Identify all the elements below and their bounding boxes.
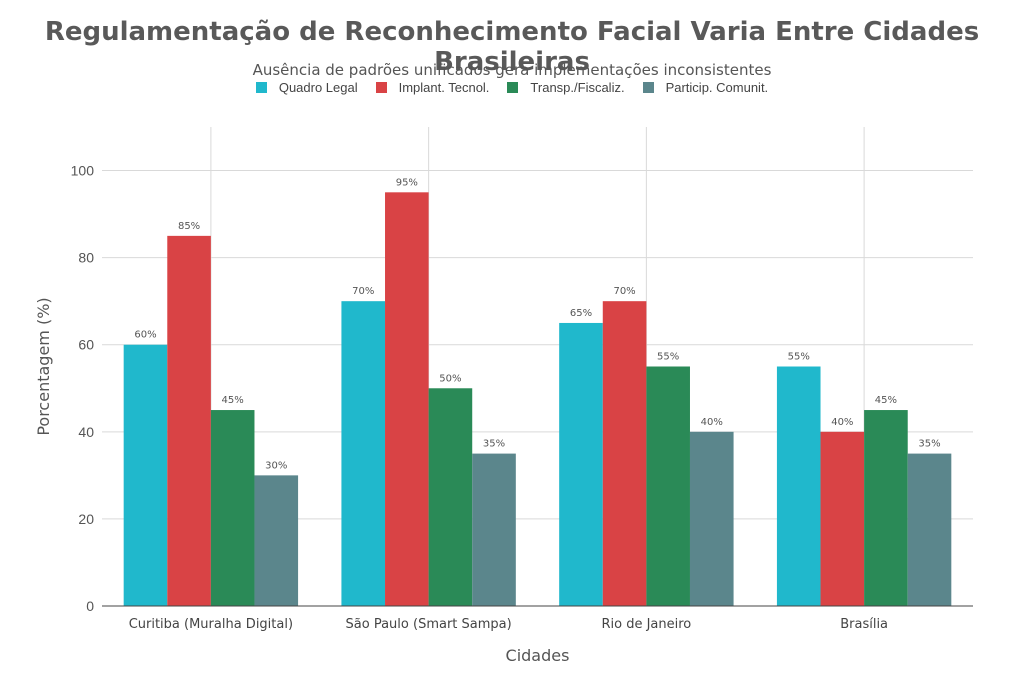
bar[interactable] <box>167 235 211 606</box>
legend-swatch <box>642 82 654 93</box>
legend-swatch <box>375 82 387 93</box>
x-tick-label: São Paulo (Smart Sampa) <box>346 617 512 632</box>
bar[interactable] <box>254 475 299 606</box>
bar[interactable] <box>341 301 386 606</box>
bar[interactable] <box>907 453 952 606</box>
data-label: 60% <box>134 330 156 341</box>
legend-swatch <box>255 82 267 93</box>
data-label: 55% <box>788 352 810 363</box>
data-label: 35% <box>918 439 940 450</box>
legend-item-particip-comunit[interactable]: Particip. Comunit. <box>642 80 769 95</box>
bar[interactable] <box>776 366 821 607</box>
data-label: 55% <box>657 352 679 363</box>
bar[interactable] <box>123 344 168 606</box>
data-label: 45% <box>222 395 244 406</box>
bar[interactable] <box>820 431 865 606</box>
data-label: 70% <box>613 286 635 297</box>
x-tick-label: Curitiba (Muralha Digital) <box>129 617 293 632</box>
legend-swatch <box>507 82 519 93</box>
x-tick-label: Rio de Janeiro <box>601 617 691 632</box>
data-label: 65% <box>570 308 592 319</box>
bar[interactable] <box>689 431 734 606</box>
bar[interactable] <box>646 366 690 607</box>
data-label: 40% <box>831 417 853 428</box>
data-label: 35% <box>483 439 505 450</box>
bars-layer <box>123 192 952 607</box>
y-tick-label: 100 <box>71 163 95 179</box>
legend-item-implant-tecnol[interactable]: Implant. Tecnol. <box>375 80 490 95</box>
legend-item-quadro-legal[interactable]: Quadro Legal <box>255 80 358 95</box>
bar[interactable] <box>472 453 516 606</box>
y-tick-label: 0 <box>86 598 94 614</box>
legend-label: Particip. Comunit. <box>665 80 769 95</box>
y-tick-label: 40 <box>78 424 94 440</box>
bar[interactable] <box>864 410 908 606</box>
bar[interactable] <box>210 410 255 606</box>
legend-label: Transp./Fiscaliz. <box>530 80 625 95</box>
y-tick-label: 20 <box>78 511 94 527</box>
data-label: 40% <box>701 417 723 428</box>
bar[interactable] <box>602 301 647 606</box>
data-label: 70% <box>352 286 374 297</box>
legend: Quadro Legal Implant. Tecnol. Transp./Fi… <box>0 80 1024 95</box>
x-tick-label: Brasília <box>840 617 888 632</box>
data-label: 45% <box>875 395 897 406</box>
legend-item-transp-fiscaliz[interactable]: Transp./Fiscaliz. <box>507 80 625 95</box>
data-label: 85% <box>178 221 200 232</box>
x-axis-label: Cidades <box>506 646 570 665</box>
legend-label: Implant. Tecnol. <box>398 80 490 95</box>
y-tick-label: 60 <box>78 337 94 353</box>
bar[interactable] <box>428 388 473 606</box>
chart-title: Regulamentação de Reconhecimento Facial … <box>44 17 980 77</box>
data-label: 30% <box>265 460 287 471</box>
y-tick-label: 80 <box>78 250 94 266</box>
legend-label: Quadro Legal <box>278 80 358 95</box>
chart-subtitle: Ausência de padrões unificados gera impl… <box>252 61 772 79</box>
bar[interactable] <box>559 322 603 606</box>
data-label: 50% <box>439 373 461 384</box>
labels-layer: 0 20 40 60 80 100 60% 85% 45% 30% Curitiba (Muralh… <box>71 163 941 632</box>
bar[interactable] <box>385 192 429 606</box>
y-axis-label: Porcentagem (%) <box>34 297 53 435</box>
data-label: 95% <box>396 177 418 188</box>
